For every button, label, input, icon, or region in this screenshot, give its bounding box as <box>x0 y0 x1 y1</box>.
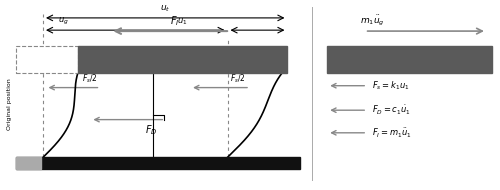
Bar <box>16 46 78 73</box>
Text: $F_D= c_1\dot{u}_1$: $F_D= c_1\dot{u}_1$ <box>372 104 411 117</box>
Text: $F_I= m_1\ddot{u}_1$: $F_I= m_1\ddot{u}_1$ <box>372 126 412 139</box>
Text: Original position: Original position <box>7 79 12 130</box>
Text: $u_g$: $u_g$ <box>58 16 68 27</box>
Bar <box>16 157 300 169</box>
Text: $F_I$: $F_I$ <box>170 14 180 28</box>
Bar <box>328 46 492 73</box>
Text: $F_s/2$: $F_s/2$ <box>82 72 98 85</box>
Bar <box>78 46 288 73</box>
Text: $u_1$: $u_1$ <box>178 16 188 27</box>
Text: $F_D$: $F_D$ <box>146 123 158 137</box>
Text: $F_s= k_1u_1$: $F_s= k_1u_1$ <box>372 79 410 92</box>
Bar <box>16 157 40 169</box>
Text: $u_t$: $u_t$ <box>160 4 170 14</box>
Text: $F_s/2$: $F_s/2$ <box>230 72 246 85</box>
Text: $m_1\ddot{u}_g$: $m_1\ddot{u}_g$ <box>360 14 384 28</box>
